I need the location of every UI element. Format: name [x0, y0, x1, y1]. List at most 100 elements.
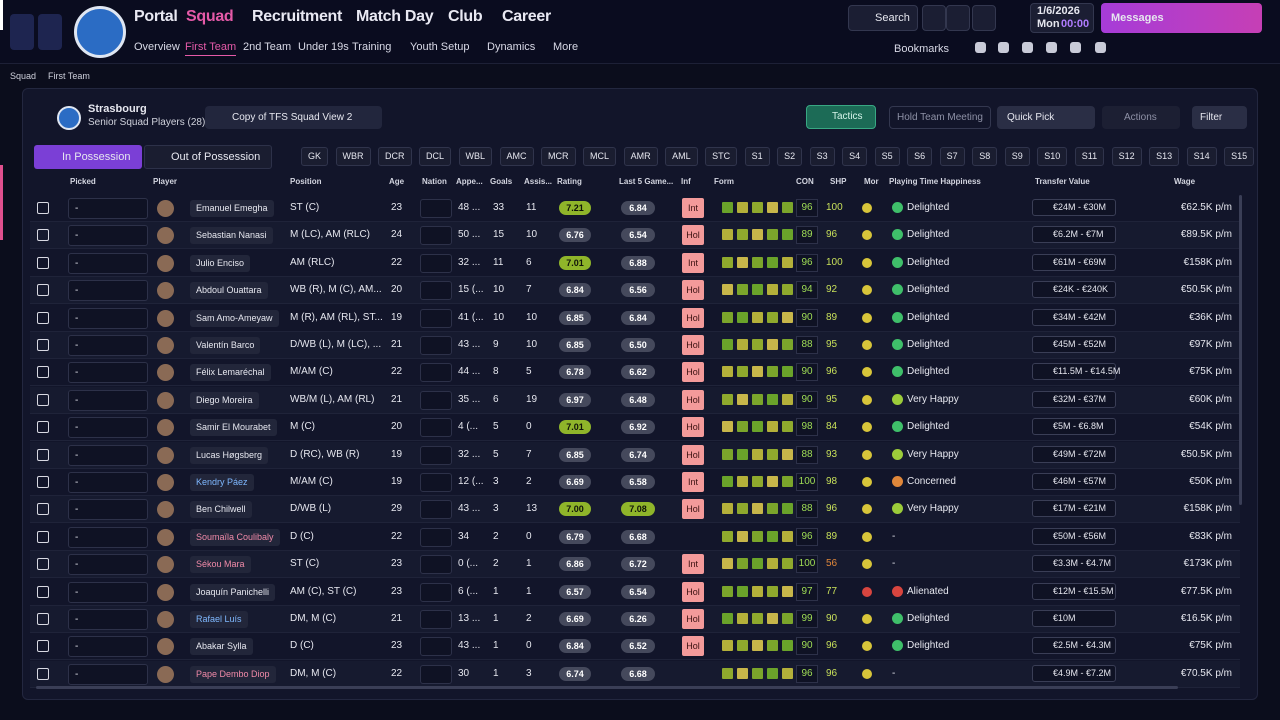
transfer-value[interactable]: €3.3M - €4.7M — [1032, 555, 1116, 573]
position-chip[interactable]: WBL — [458, 147, 493, 166]
checkbox[interactable] — [37, 530, 49, 543]
nav-item[interactable]: Career — [502, 8, 551, 25]
quick-icon[interactable] — [1022, 42, 1033, 53]
sub-nav-item[interactable]: First Team — [185, 41, 237, 56]
checkbox[interactable] — [37, 393, 49, 406]
column-header[interactable]: Rating — [557, 177, 582, 186]
player-name[interactable]: Sam Amo-Ameyaw — [190, 309, 279, 327]
column-header[interactable]: Form — [714, 177, 734, 186]
transfer-value[interactable]: €45M - €52M — [1032, 336, 1116, 353]
view-select[interactable]: Copy of TFS Squad View 2 — [205, 106, 382, 129]
checkbox[interactable] — [37, 667, 49, 680]
player-name[interactable]: Joaquín Panichelli — [190, 583, 276, 601]
sub-nav-item[interactable]: More — [553, 41, 579, 53]
position-chip[interactable]: S14 — [1186, 147, 1217, 166]
sub-nav-item[interactable]: Youth Setup — [410, 41, 470, 53]
transfer-value[interactable]: €49M - €72M — [1032, 445, 1116, 463]
checkbox[interactable] — [37, 339, 49, 351]
position-chip[interactable]: S1 — [744, 147, 770, 166]
tab[interactable]: Out of Possession — [144, 145, 272, 169]
column-header[interactable]: Picked — [70, 177, 96, 186]
checkbox[interactable] — [37, 202, 49, 214]
checkbox[interactable] — [37, 558, 49, 571]
transfer-value[interactable]: €34M - €42M — [1032, 308, 1116, 326]
player-name[interactable]: Sebastian Nanasi — [190, 227, 273, 245]
checkbox[interactable] — [37, 256, 49, 269]
tab[interactable]: In Possession — [34, 145, 142, 169]
column-header[interactable]: Wage — [1174, 177, 1196, 186]
picked-select[interactable]: - — [68, 526, 148, 548]
date-box[interactable] — [1030, 3, 1094, 33]
column-header[interactable]: Playing Time Happiness — [889, 177, 981, 186]
transfer-value[interactable]: €11.5M - €14.5M — [1032, 363, 1120, 381]
picked-select[interactable]: - — [68, 252, 148, 274]
sub-nav-item[interactable]: 2nd Team — [243, 41, 292, 53]
picked-select[interactable]: - — [68, 444, 148, 466]
column-header[interactable]: Assis... — [524, 177, 553, 186]
column-header[interactable]: Last 5 Game... — [619, 177, 674, 186]
position-chip[interactable]: S13 — [1149, 147, 1180, 166]
column-header[interactable]: Goals — [490, 177, 513, 186]
transfer-value[interactable]: €6.2M - €7M — [1032, 226, 1116, 244]
transfer-value[interactable]: €50M - €56M — [1032, 527, 1116, 545]
actions-button[interactable]: Actions — [1102, 106, 1180, 129]
nav-item[interactable]: Match Day — [356, 8, 434, 25]
column-header[interactable]: Position — [290, 177, 322, 186]
picked-select[interactable]: - — [68, 554, 148, 576]
player-name[interactable]: Kendry Páez — [190, 474, 254, 491]
toolbar-icon[interactable] — [946, 5, 970, 31]
position-chip[interactable]: S15 — [1224, 147, 1255, 166]
quick-icon[interactable] — [975, 42, 986, 53]
player-name[interactable]: Sékou Mara — [190, 556, 251, 574]
filter-button[interactable]: Filter — [1192, 106, 1247, 129]
transfer-value[interactable]: €32M - €37M — [1032, 390, 1116, 408]
position-chip[interactable]: S7 — [939, 147, 965, 166]
transfer-value[interactable]: €5M - €6.8M — [1032, 418, 1116, 436]
transfer-value[interactable]: €24M - €30M — [1032, 199, 1116, 216]
position-chip[interactable]: S12 — [1111, 147, 1142, 166]
search-button[interactable]: Search — [848, 5, 918, 31]
checkbox[interactable] — [37, 366, 49, 379]
position-chip[interactable]: S8 — [972, 147, 998, 166]
column-header[interactable]: Transfer Value — [1035, 177, 1090, 186]
player-name[interactable]: Rafael Luís — [190, 611, 248, 628]
picked-select[interactable]: - — [68, 499, 148, 521]
position-chip[interactable]: S2 — [777, 147, 803, 166]
column-header[interactable]: CON — [796, 177, 814, 186]
checkbox[interactable] — [37, 476, 49, 488]
position-chip[interactable]: DCL — [419, 147, 452, 166]
transfer-value[interactable]: €4.9M - €7.2M — [1032, 664, 1116, 682]
column-header[interactable]: Appe... — [456, 177, 483, 186]
position-chip[interactable]: S11 — [1074, 147, 1105, 166]
position-chip[interactable]: S10 — [1037, 147, 1068, 166]
transfer-value[interactable]: €61M - €69M — [1032, 253, 1116, 271]
column-header[interactable]: Mor — [864, 177, 879, 186]
toolbar-icon[interactable] — [922, 5, 946, 31]
checkbox[interactable] — [37, 585, 49, 598]
checkbox[interactable] — [37, 284, 49, 297]
checkbox[interactable] — [37, 503, 49, 516]
player-name[interactable]: Lucas Høgsberg — [190, 446, 269, 464]
quick-pick-button[interactable]: Quick Pick — [997, 106, 1095, 129]
tactics-button[interactable]: Tactics — [806, 105, 876, 129]
player-name[interactable]: Diego Moreira — [190, 391, 259, 409]
nav-item[interactable]: Club — [448, 8, 483, 25]
position-chip[interactable]: GK — [301, 147, 329, 166]
transfer-value[interactable]: €2.5M - €4.3M — [1032, 637, 1116, 655]
quick-icon[interactable] — [1070, 42, 1081, 53]
checkbox[interactable] — [37, 229, 49, 242]
position-chip[interactable]: AMC — [499, 147, 534, 166]
player-name[interactable]: Abakar Sylla — [190, 638, 253, 656]
transfer-value[interactable]: €24K - €240K — [1032, 281, 1116, 299]
picked-select[interactable]: - — [68, 472, 148, 493]
quick-icon[interactable] — [1095, 42, 1106, 53]
sub-nav-item[interactable]: Overview — [134, 41, 180, 53]
column-header[interactable]: Inf — [681, 177, 691, 186]
player-name[interactable]: Pape Dembo Diop — [190, 665, 276, 683]
checkbox[interactable] — [37, 421, 49, 434]
transfer-value[interactable]: €46M - €57M — [1032, 473, 1116, 490]
sub-nav-item[interactable]: Dynamics — [487, 41, 536, 53]
nav-item[interactable]: Recruitment — [252, 8, 343, 25]
position-chip[interactable]: S5 — [874, 147, 900, 166]
picked-select[interactable]: - — [68, 198, 148, 219]
